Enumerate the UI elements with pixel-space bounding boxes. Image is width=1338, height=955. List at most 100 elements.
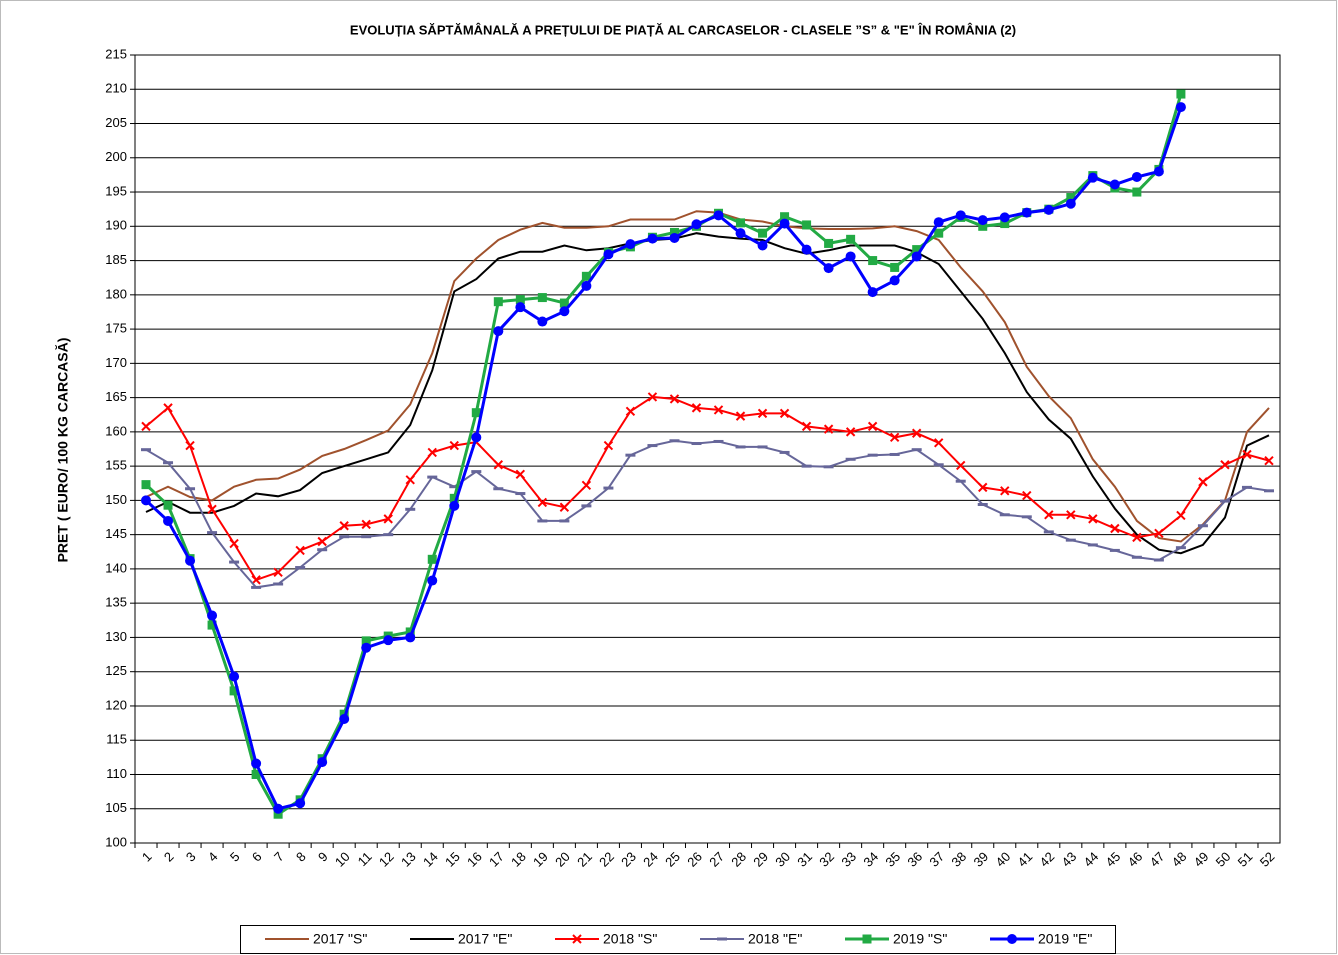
marker [713, 405, 724, 415]
marker [1110, 523, 1120, 534]
marker [251, 769, 261, 779]
legend-label: 2017 "S" [313, 931, 367, 947]
marker [823, 263, 834, 274]
marker [955, 210, 966, 221]
marker [779, 408, 790, 419]
series-line [145, 210, 1270, 543]
marker [1131, 171, 1142, 182]
marker [1175, 102, 1186, 113]
marker [295, 798, 306, 809]
marker [868, 256, 878, 266]
marker [427, 554, 437, 564]
marker [625, 239, 636, 250]
marker [1022, 490, 1032, 501]
marker [1220, 460, 1230, 470]
marker [251, 575, 261, 585]
marker [911, 428, 922, 438]
marker [207, 504, 217, 515]
marker [823, 424, 834, 434]
marker [1176, 510, 1186, 521]
marker [141, 421, 151, 432]
marker [449, 440, 459, 451]
marker [383, 635, 394, 646]
marker [273, 809, 283, 819]
marker [603, 249, 614, 260]
marker [537, 497, 548, 508]
y-tick-label: 175 [105, 321, 127, 336]
y-tick-label: 160 [105, 423, 127, 438]
marker [537, 316, 548, 327]
marker [185, 555, 196, 566]
y-tick-label: 155 [105, 458, 127, 473]
legend-label: 2019 "E" [1038, 931, 1092, 947]
y-tick-label: 205 [105, 115, 127, 130]
marker [163, 515, 174, 526]
marker [537, 293, 547, 303]
marker [1000, 219, 1010, 229]
marker [713, 210, 724, 221]
marker [736, 218, 746, 228]
y-tick-label: 145 [105, 526, 127, 541]
marker [647, 392, 658, 402]
legend-box [240, 925, 1116, 954]
series-line [145, 395, 1270, 582]
marker [493, 460, 504, 470]
marker [163, 500, 173, 510]
marker [933, 217, 944, 228]
marker [317, 757, 328, 768]
marker [141, 480, 151, 490]
marker [1087, 172, 1098, 183]
marker [229, 538, 239, 549]
y-tick-label: 170 [105, 355, 127, 370]
marker [405, 632, 416, 643]
marker [757, 240, 768, 251]
marker [845, 251, 856, 262]
legend-label: 2019 "S" [893, 931, 947, 947]
marker [449, 500, 460, 511]
marker [273, 803, 284, 814]
marker [1154, 528, 1164, 538]
marker [1198, 477, 1208, 487]
marker [427, 447, 437, 458]
marker [757, 408, 768, 419]
series-line [145, 232, 1270, 555]
marker [207, 620, 217, 630]
marker [559, 306, 570, 317]
marker [956, 460, 966, 471]
marker [824, 238, 834, 248]
y-tick-label: 100 [105, 834, 127, 849]
y-tick-label: 120 [105, 697, 127, 712]
marker [669, 232, 680, 243]
marker [1264, 455, 1274, 466]
marker [141, 495, 152, 506]
marker [581, 280, 592, 291]
marker [427, 575, 438, 586]
legend-marker [572, 934, 582, 944]
marker [581, 271, 591, 281]
marker [780, 212, 790, 222]
marker [801, 244, 812, 255]
marker [691, 219, 702, 230]
marker [339, 521, 349, 531]
marker [999, 212, 1010, 223]
marker [383, 514, 393, 524]
marker [361, 519, 371, 530]
marker [647, 233, 658, 244]
marker [933, 438, 944, 448]
marker [163, 403, 173, 413]
marker [493, 297, 503, 307]
marker [405, 475, 415, 485]
marker [1066, 193, 1076, 203]
marker [735, 228, 746, 239]
marker [515, 469, 526, 480]
y-tick-label: 140 [105, 560, 127, 575]
marker [669, 227, 679, 237]
marker [889, 275, 900, 286]
marker [1153, 166, 1164, 177]
y-tick-label: 110 [106, 766, 127, 781]
marker [361, 642, 372, 653]
marker [1066, 510, 1076, 520]
legend-marker [862, 934, 872, 944]
marker [1132, 187, 1142, 197]
marker [889, 432, 900, 443]
